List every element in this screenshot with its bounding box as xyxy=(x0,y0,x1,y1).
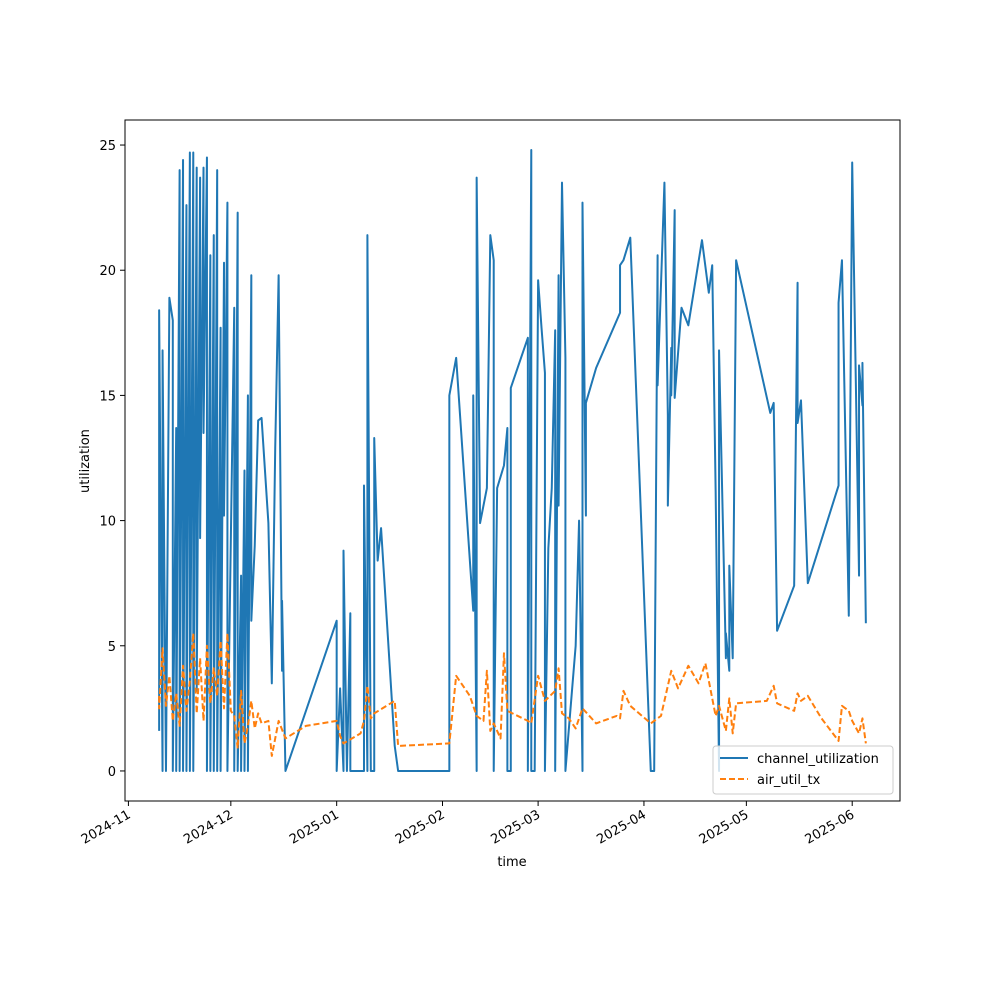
legend: channel_utilization air_util_tx xyxy=(712,745,894,795)
legend-label-air-util-tx: air_util_tx xyxy=(757,773,821,788)
y-tick-label: 10 xyxy=(99,515,116,530)
y-tick-label: 15 xyxy=(99,389,116,404)
y-tick-label: 0 xyxy=(108,765,116,780)
series-line-air-util-tx xyxy=(158,632,867,757)
series-layer xyxy=(158,149,867,772)
y-tick-label: 5 xyxy=(108,640,116,655)
legend-label-channel-utilization: channel_utilization xyxy=(757,752,879,767)
legend-box xyxy=(712,745,894,795)
y-axis-label: utilization xyxy=(78,429,93,493)
x-axis-label: time xyxy=(497,855,526,870)
y-axis: 0 5 10 15 20 25 xyxy=(99,139,125,780)
y-tick-label: 20 xyxy=(99,264,116,279)
y-tick-label: 25 xyxy=(99,139,116,154)
series-line-channel-utilization xyxy=(158,149,867,772)
axes-frame xyxy=(124,119,901,802)
